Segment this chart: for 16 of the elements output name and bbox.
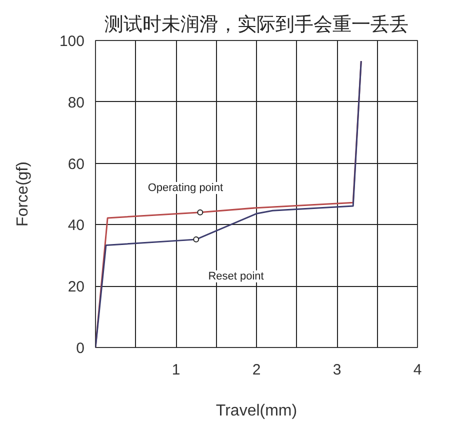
y-tick-label: 60 — [68, 156, 85, 173]
annotation: Reset point — [208, 270, 264, 282]
chart-title: 测试时未润滑，实际到手会重一丢丢 — [104, 14, 408, 36]
y-tick-label: 40 — [68, 217, 85, 234]
line-series — [96, 60, 362, 348]
x-tick-label: 4 — [413, 362, 422, 378]
x-tick-label: 2 — [252, 362, 261, 378]
annotation: Operating point — [148, 182, 224, 194]
y-tick-label: 20 — [68, 278, 85, 296]
x-tick-label: 3 — [332, 362, 342, 378]
x-axis-title: Travel(mm) — [216, 402, 298, 420]
x-tick-label: 1 — [172, 362, 180, 378]
y-tick-label: 80 — [68, 94, 85, 112]
y-tick-label: 100 — [59, 33, 85, 50]
y-axis-title: Force(gf) — [14, 162, 32, 226]
y-tick-label: 0 — [76, 340, 84, 357]
